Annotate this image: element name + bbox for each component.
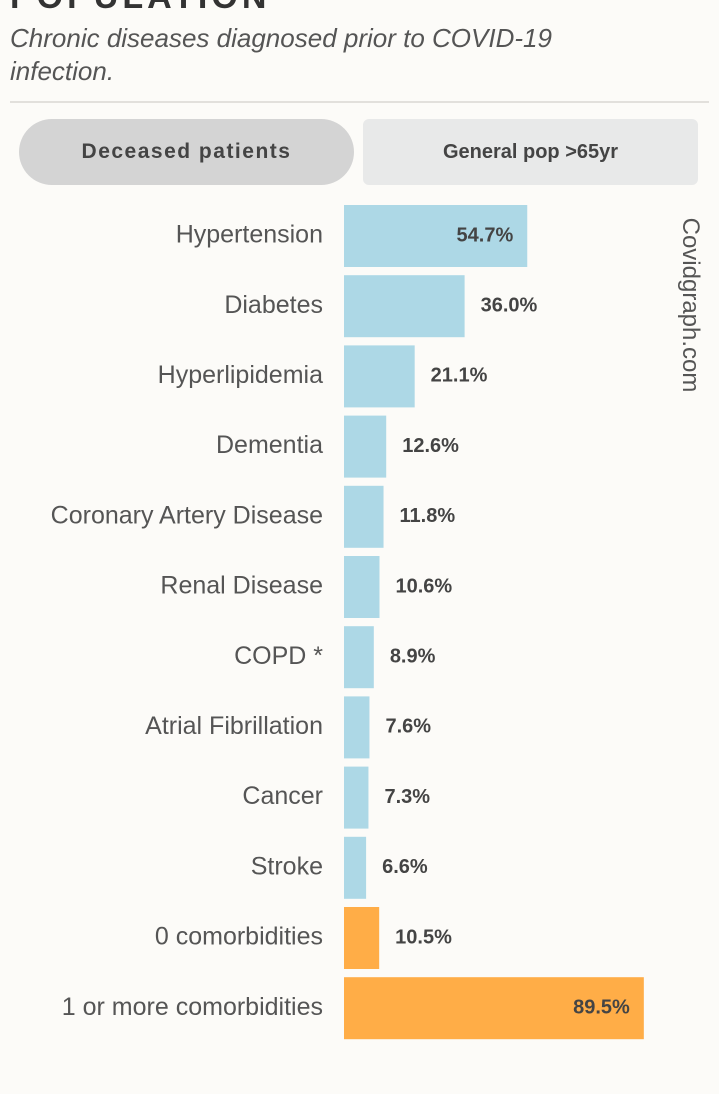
value-label: 21.1% [431, 365, 488, 387]
value-label: 12.6% [402, 435, 459, 457]
category-label: Coronary Artery Disease [51, 501, 323, 529]
divider [10, 101, 709, 103]
value-label: 10.5% [395, 926, 452, 948]
value-label: 54.7% [457, 224, 514, 246]
category-label: Hyperlipidemia [158, 361, 323, 389]
bar [344, 766, 369, 829]
category-label: 0 comorbidities [155, 923, 323, 951]
value-label: 10.6% [396, 575, 453, 597]
category-label: Diabetes [224, 291, 323, 319]
bar [344, 415, 387, 478]
category-label: Renal Disease [160, 572, 323, 600]
bar [344, 907, 380, 969]
tab-button[interactable]: General pop >65yr [363, 119, 698, 185]
bar [344, 205, 528, 267]
value-label: 89.5% [573, 996, 630, 1018]
page-title: POPULATION [10, 0, 270, 17]
tab-button[interactable]: Deceased patients [19, 119, 354, 185]
category-label: Dementia [216, 431, 323, 459]
value-label: 6.6% [382, 856, 428, 878]
subtitle: Chronic diseases diagnosed prior to COVI… [10, 23, 552, 86]
category-label: Atrial Fibrillation [145, 712, 323, 740]
bar [344, 275, 465, 338]
bar [344, 485, 384, 548]
bar [344, 626, 374, 689]
category-label: 1 or more comorbidities [62, 993, 323, 1021]
value-label: 36.0% [481, 294, 538, 316]
value-label: 7.6% [385, 716, 431, 738]
bar [344, 556, 380, 618]
bar [344, 696, 370, 759]
value-label: 11.8% [400, 505, 456, 527]
category-label: Hypertension [176, 221, 323, 249]
category-label: Stroke [251, 852, 323, 880]
category-label: COPD * [234, 642, 323, 670]
value-label: 8.9% [390, 645, 436, 667]
bar [344, 836, 367, 899]
bar [344, 345, 415, 408]
value-label: 7.3% [384, 786, 430, 808]
category-label: Cancer [242, 782, 323, 810]
chart: Hypertension 54.7% Diabetes 36.0% Hyperlipid… [51, 205, 644, 1040]
bar [344, 977, 644, 1040]
